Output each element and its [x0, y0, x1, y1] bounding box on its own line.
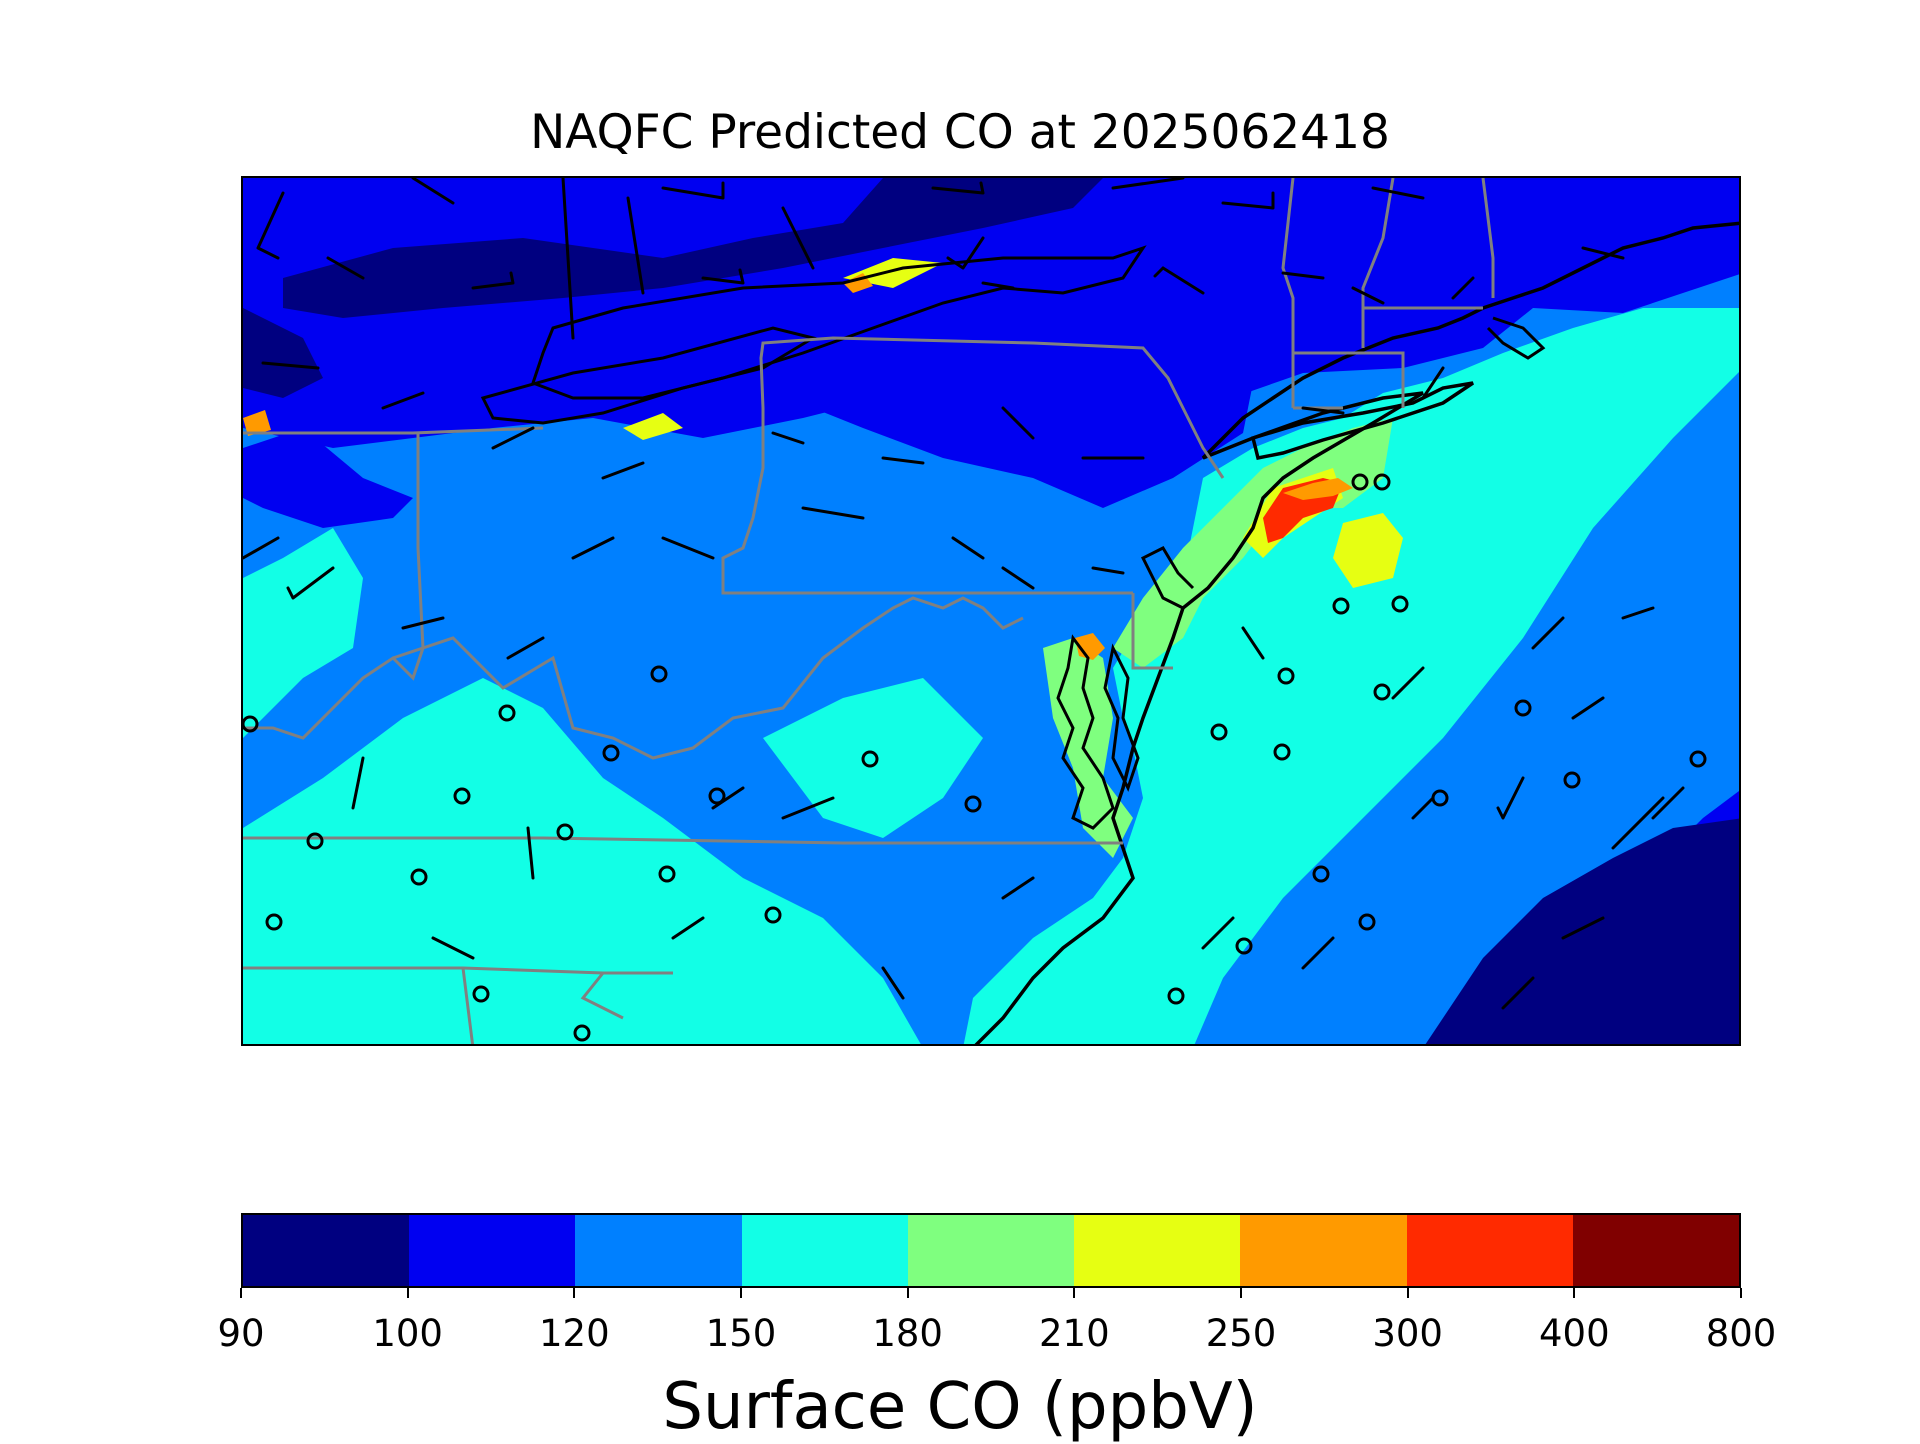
colorbar-tick-label: 250 — [1205, 1312, 1277, 1355]
colorbar-tick-label: 210 — [1039, 1312, 1110, 1355]
co-field-band-90-100-north — [283, 178, 1103, 318]
colorbar-tick-label: 180 — [872, 1312, 943, 1355]
colorbar-segment-250-300 — [1240, 1215, 1407, 1286]
colorbar-tick-mark — [1406, 1288, 1409, 1298]
colorbar-tick-label: 150 — [705, 1312, 777, 1355]
colorbar-tick-mark — [1740, 1288, 1742, 1298]
colorbar-segment-180-210 — [907, 1215, 1075, 1286]
colorbar-tick-label: 400 — [1539, 1312, 1610, 1355]
colorbar-tick-mark — [906, 1288, 909, 1298]
colorbar-tick-label: 300 — [1372, 1312, 1443, 1355]
co-field-band-90-100-se — [1425, 818, 1739, 1044]
colorbar-tick-mark — [573, 1288, 576, 1298]
colorbar-tick-mark — [1240, 1288, 1242, 1298]
co-field-band-250-300-edge — [243, 410, 271, 436]
colorbar-tick-mark — [240, 1288, 242, 1298]
colorbar-segment-300-400 — [1406, 1215, 1573, 1286]
lake-erie-shoreline — [480, 326, 817, 425]
colorbar-segment-120-150 — [575, 1215, 742, 1286]
colorbar-tick-label: 100 — [372, 1312, 443, 1355]
co-field-band-250-300-nyc — [1283, 478, 1353, 500]
co-field-band-100-120-ny — [803, 328, 1253, 508]
co-field-band-210-250-li — [1333, 513, 1403, 588]
co-field-band-150-180-va — [763, 678, 983, 838]
co-field-band-210-250-ontario — [623, 413, 683, 440]
wind-barbs — [243, 178, 1685, 1010]
co-field-band-150-180-west — [243, 528, 363, 738]
co-field-band-150-180-coast — [963, 308, 1739, 1044]
co-field-band-100-120-ohio — [243, 428, 413, 528]
colorbar-title: Surface CO (ppbV) — [662, 1370, 1258, 1444]
colorbar-ticks: 90 100 120 150 180 210 250 300 400 800 — [217, 1288, 1776, 1355]
co-field-band-100-120-north — [243, 178, 1739, 448]
colorbar — [241, 1213, 1741, 1288]
colorbar-tick-label: 120 — [539, 1312, 610, 1355]
cape-cod-shoreline — [1486, 316, 1546, 360]
colorbar-tick-mark — [406, 1288, 409, 1298]
calm-wind-markers — [243, 473, 1707, 1042]
map-title: NAQFC Predicted CO at 2025062418 — [530, 105, 1390, 160]
co-field-band-90-100-canada — [243, 308, 323, 398]
colorbar-tick-mark — [1573, 1288, 1576, 1298]
colorbar-tick-label: 800 — [1705, 1312, 1777, 1355]
colorbar-tick-label: 90 — [217, 1312, 265, 1355]
colorbar-segment-150-180 — [741, 1215, 908, 1286]
colorbar-tick-mark — [740, 1288, 742, 1298]
co-concentration-map[interactable] — [243, 178, 1741, 1046]
colorbar-segment-100-120 — [409, 1215, 576, 1286]
colorbar-segment-210-250 — [1074, 1215, 1241, 1286]
colorbar-tick-mark — [1073, 1288, 1076, 1298]
chesapeake-bay-shoreline — [1056, 634, 1140, 830]
atlantic-coastline — [974, 221, 1739, 1044]
state-boundaries — [243, 178, 1495, 1044]
long-island-shoreline — [1250, 381, 1474, 461]
co-field-band-250-300-baltimore — [1075, 633, 1105, 660]
colorbar-segment-400-800 — [1572, 1215, 1739, 1286]
co-field-band-150-180-sw — [243, 678, 921, 1044]
colorbar-segment-90-100 — [243, 1215, 410, 1286]
lake-ontario-shoreline — [531, 245, 1147, 400]
map-frame[interactable] — [241, 176, 1741, 1046]
co-field-band-150-180-ne — [1443, 328, 1643, 438]
delaware-bay-shoreline — [1140, 546, 1195, 610]
